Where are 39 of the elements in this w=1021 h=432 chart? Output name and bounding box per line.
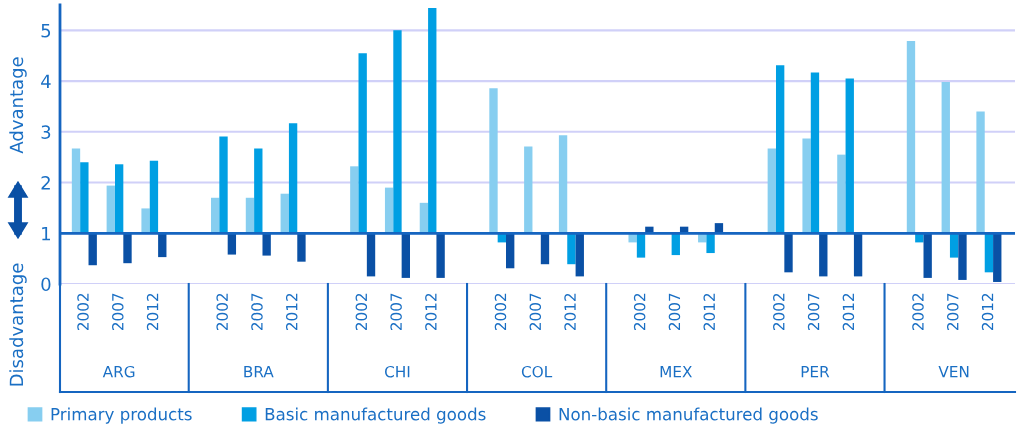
y-tick-label: 5 (41, 24, 51, 38)
text: ARG (102, 365, 135, 378)
x-tick-label: 2012 (842, 293, 855, 331)
x-tick-label: 2012 (703, 293, 716, 331)
legend-label: Non-basic manufactured goods (559, 407, 818, 424)
x-tick-label: 2007 (251, 293, 263, 331)
x-tick-label: 2002 (355, 293, 368, 331)
y-tick-label: 0 (41, 277, 51, 292)
x-tick-label: 2007 (946, 293, 959, 331)
x-tick-label: 2002 (773, 293, 785, 331)
x-tick-label: 2007 (529, 293, 542, 331)
y-tick-label: 1 (42, 226, 50, 241)
y-tick-label: 4 (41, 74, 51, 88)
x-tick-label: 2007 (390, 293, 402, 331)
x-tick-label: 2002 (633, 293, 646, 331)
x-tick-label: 2002 (77, 293, 89, 331)
text: VEN (938, 366, 969, 378)
x-tick-label: 2007 (668, 293, 681, 331)
x-tick-label: 2012 (425, 293, 437, 331)
x-tick-label: 2002 (912, 293, 924, 331)
x-tick-label: 2002 (494, 293, 507, 331)
x-tick-label: 2007 (112, 293, 124, 331)
text: Disadvantage (9, 263, 27, 386)
x-tick-label: 2012 (564, 293, 576, 331)
text: MEX (660, 366, 692, 378)
x-tick-label: 2007 (807, 293, 820, 331)
y-tick-label: 3 (41, 125, 51, 139)
legend-label: Primary products (51, 407, 192, 424)
x-tick-label: 2012 (146, 293, 159, 331)
text: CHI (384, 365, 410, 378)
text: COL (521, 365, 553, 378)
x-tick-label: 2012 (981, 293, 994, 331)
legend-label: Basic manufactured goods (265, 407, 486, 424)
x-tick-label: 2002 (216, 293, 228, 331)
text: BRA (244, 366, 274, 378)
text: PER (801, 366, 830, 378)
text: Advantage (9, 57, 27, 154)
y-tick-label: 2 (41, 176, 50, 190)
x-tick-label: 2012 (285, 293, 298, 331)
